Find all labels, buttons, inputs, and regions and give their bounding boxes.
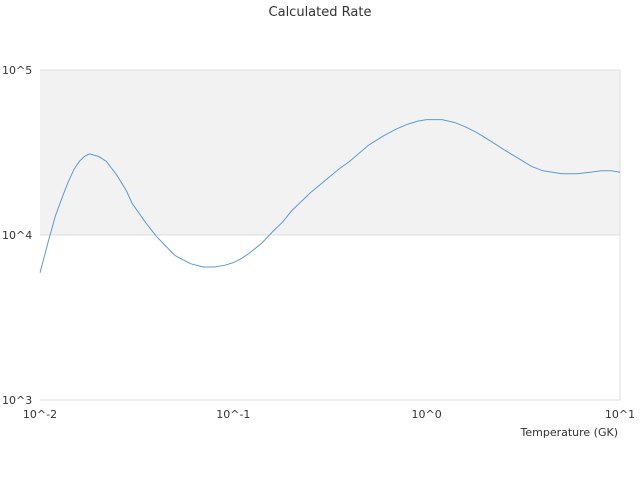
y-tick-label: 10^3 [2, 394, 32, 407]
upper-decade-band [40, 70, 620, 235]
x-axis-label: Temperature (GK) [520, 426, 619, 439]
y-tick-labels: 10^3 10^4 10^5 [2, 64, 32, 407]
rate-series-line [39, 119, 621, 273]
chart-title: Calculated Rate [269, 5, 372, 20]
x-tick-label: 10^-1 [216, 408, 250, 421]
y-tick-label: 10^5 [2, 64, 32, 77]
x-tick-label: 10^1 [605, 408, 635, 421]
gridlines [40, 69, 621, 401]
y-tick-label: 10^4 [2, 229, 32, 242]
x-tick-label: 10^-2 [23, 408, 57, 421]
x-tick-labels: 10^-2 10^-1 10^0 10^1 [23, 408, 635, 421]
x-tick-label: 10^0 [412, 408, 442, 421]
